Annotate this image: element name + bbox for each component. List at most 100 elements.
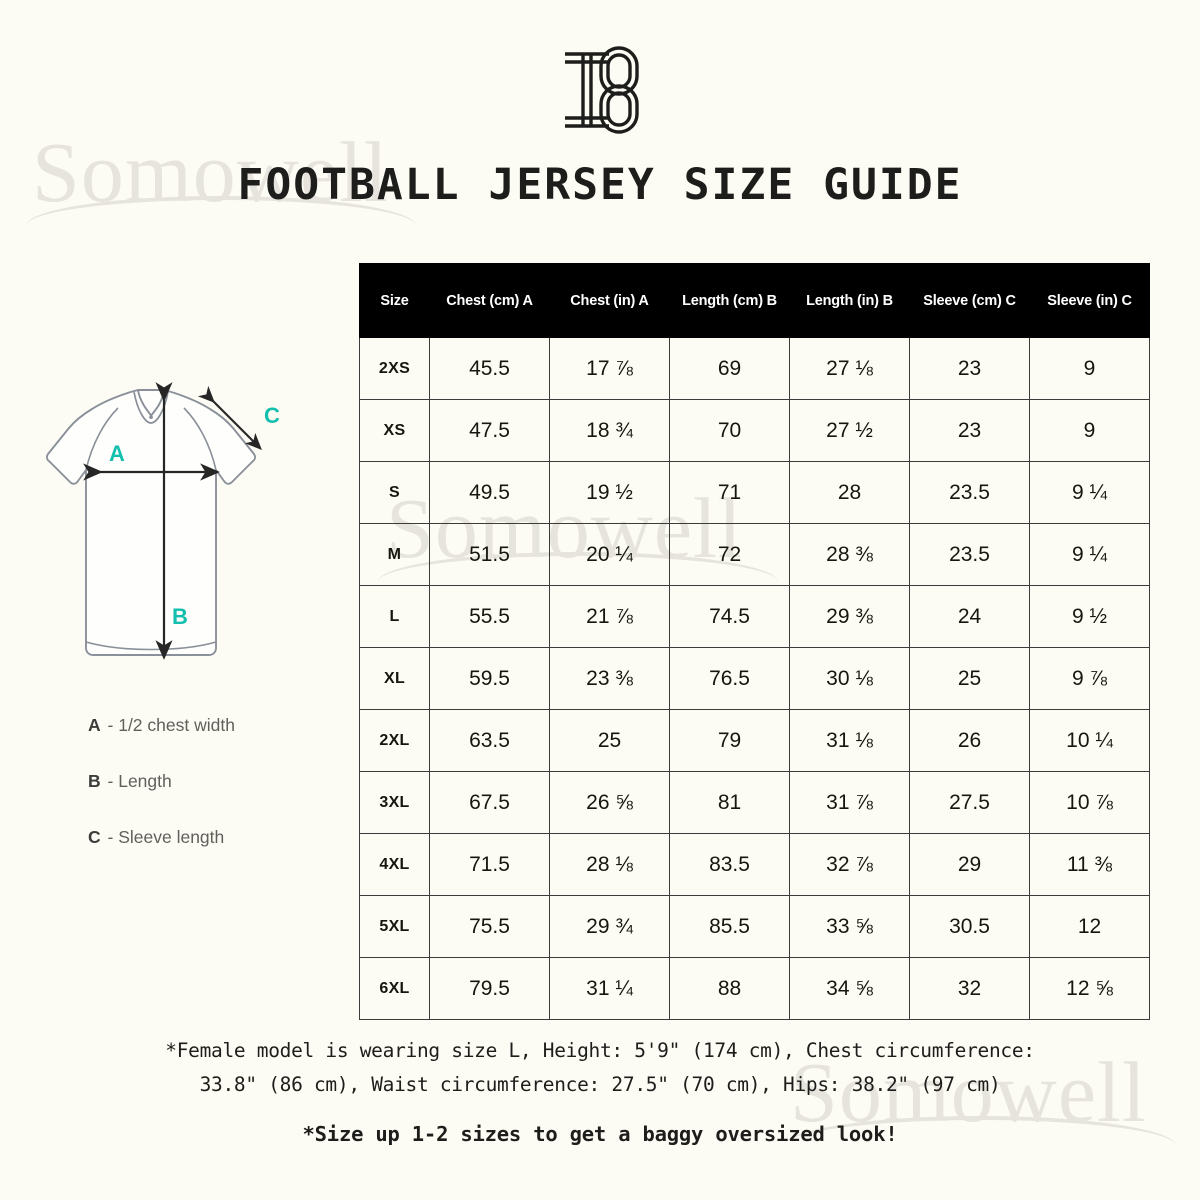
measurement-cell: 79: [669, 709, 790, 772]
measure-label-c: C: [264, 403, 280, 428]
measurement-cell: 23: [909, 337, 1030, 400]
column-header-length-cm: Length (cm) B: [669, 263, 790, 338]
measurement-cell: 24: [909, 585, 1030, 648]
measurement-cell: 32: [909, 957, 1030, 1020]
size-label-cell: XL: [359, 647, 430, 710]
measurement-cell: 76.5: [669, 647, 790, 710]
measurement-cell: 20 ¼: [549, 523, 670, 586]
measurement-cell: 25: [909, 647, 1030, 710]
measurement-cell: 69: [669, 337, 790, 400]
column-header-length-in: Length (in) B: [789, 263, 910, 338]
table-row: S 49.5 19 ½ 71 28 23.5 9 ¼: [359, 461, 1150, 524]
measurement-cell: 9: [1029, 399, 1150, 462]
measurement-cell: 10 ¼: [1029, 709, 1150, 772]
table-header-row: Size Chest (cm) A Chest (in) A Length (c…: [359, 263, 1150, 338]
model-note-line-1: *Female model is wearing size L, Height:…: [165, 1039, 1035, 1062]
column-header-size: Size: [359, 263, 430, 338]
size-label-cell: 6XL: [359, 957, 430, 1020]
monogram-i8-icon: [565, 46, 639, 134]
measurement-cell: 74.5: [669, 585, 790, 648]
measurement-cell: 67.5: [429, 771, 550, 834]
measurement-cell: 29 ⅜: [789, 585, 910, 648]
measurement-cell: 47.5: [429, 399, 550, 462]
measurement-cell: 49.5: [429, 461, 550, 524]
legend-item-c: C - Sleeve length: [88, 827, 368, 848]
table-row: 6XL 79.5 31 ¼ 88 34 ⅝ 32 12 ⅝: [359, 957, 1150, 1020]
measurement-cell: 29: [909, 833, 1030, 896]
measure-label-b: B: [172, 604, 188, 629]
legend-key-a: A: [88, 715, 101, 735]
measurement-cell: 9: [1029, 337, 1150, 400]
measurement-cell: 30 ⅛: [789, 647, 910, 710]
size-label-cell: 4XL: [359, 833, 430, 896]
measurement-cell: 31 ⅛: [789, 709, 910, 772]
measurement-cell: 31 ⅞: [789, 771, 910, 834]
table-row: 5XL 75.5 29 ¾ 85.5 33 ⅝ 30.5 12: [359, 895, 1150, 958]
measurement-cell: 63.5: [429, 709, 550, 772]
column-header-chest-cm: Chest (cm) A: [429, 263, 550, 338]
measurement-cell: 75.5: [429, 895, 550, 958]
measurement-cell: 28 ⅛: [549, 833, 670, 896]
measurement-cell: 28 ⅜: [789, 523, 910, 586]
table-row: 2XS 45.5 17 ⅞ 69 27 ⅛ 23 9: [359, 337, 1150, 400]
measurement-cell: 85.5: [669, 895, 790, 958]
measurement-cell: 27 ⅛: [789, 337, 910, 400]
measure-label-a: A: [109, 441, 125, 466]
measurement-cell: 9 ½: [1029, 585, 1150, 648]
size-label-cell: S: [359, 461, 430, 524]
table-row: M 51.5 20 ¼ 72 28 ⅜ 23.5 9 ¼: [359, 523, 1150, 586]
measurement-cell: 26 ⅝: [549, 771, 670, 834]
measurement-cell: 17 ⅞: [549, 337, 670, 400]
measurement-cell: 33 ⅝: [789, 895, 910, 958]
measurement-cell: 55.5: [429, 585, 550, 648]
table-row: 4XL 71.5 28 ⅛ 83.5 32 ⅞ 29 11 ⅜: [359, 833, 1150, 896]
measurement-cell: 88: [669, 957, 790, 1020]
legend-item-a: A - 1/2 chest width: [88, 715, 368, 736]
size-label-cell: 2XL: [359, 709, 430, 772]
table-body: 2XS 45.5 17 ⅞ 69 27 ⅛ 23 9 XS 47.5 18 ¾ 70 27 ½ 23 9 S…: [359, 337, 1150, 1020]
size-label-cell: 5XL: [359, 895, 430, 958]
brand-logo: [0, 44, 1200, 136]
model-note-line-2: 33.8" (86 cm), Waist circumference: 27.5…: [199, 1073, 1001, 1096]
measurement-cell: 30.5: [909, 895, 1030, 958]
measurement-cell: 83.5: [669, 833, 790, 896]
table-row: 2XL 63.5 25 79 31 ⅛ 26 10 ¼: [359, 709, 1150, 772]
measurement-cell: 9 ⅞: [1029, 647, 1150, 710]
tshirt-outline: [46, 389, 256, 656]
legend-text-b: - Length: [107, 771, 172, 791]
legend-item-b: B - Length: [88, 771, 368, 792]
size-label-cell: 2XS: [359, 337, 430, 400]
measure-arrow-c: [197, 385, 262, 450]
measurement-cell: 59.5: [429, 647, 550, 710]
measurement-cell: 19 ½: [549, 461, 670, 524]
measurement-cell: 21 ⅞: [549, 585, 670, 648]
size-label-cell: XS: [359, 399, 430, 462]
measurement-cell: 23: [909, 399, 1030, 462]
measurement-cell: 23 ⅜: [549, 647, 670, 710]
model-measurement-note: *Female model is wearing size L, Height:…: [60, 1034, 1140, 1102]
measurement-cell: 79.5: [429, 957, 550, 1020]
column-header-sleeve-cm: Sleeve (cm) C: [909, 263, 1030, 338]
legend-text-a: - 1/2 chest width: [107, 715, 235, 735]
table-row: XS 47.5 18 ¾ 70 27 ½ 23 9: [359, 399, 1150, 462]
size-chart-table: Size Chest (cm) A Chest (in) A Length (c…: [359, 263, 1150, 1020]
measurement-cell: 26: [909, 709, 1030, 772]
measurement-legend: A - 1/2 chest width B - Length C - Sleev…: [88, 715, 368, 883]
tshirt-diagram-svg: A B C: [46, 382, 280, 660]
measurement-cell: 10 ⅞: [1029, 771, 1150, 834]
measurement-cell: 18 ¾: [549, 399, 670, 462]
table-row: XL 59.5 23 ⅜ 76.5 30 ⅛ 25 9 ⅞: [359, 647, 1150, 710]
measurement-cell: 71: [669, 461, 790, 524]
size-label-cell: M: [359, 523, 430, 586]
measurement-cell: 29 ¾: [549, 895, 670, 958]
sizing-advice-note: *Size up 1-2 sizes to get a baggy oversi…: [302, 1122, 898, 1146]
measurement-cell: 12 ⅝: [1029, 957, 1150, 1020]
size-label-cell: 3XL: [359, 771, 430, 834]
measurement-cell: 27.5: [909, 771, 1030, 834]
column-header-sleeve-in: Sleeve (in) C: [1029, 263, 1150, 338]
page-title: FOOTBALL JERSEY SIZE GUIDE: [237, 160, 963, 210]
legend-key-c: C: [88, 827, 101, 847]
measurement-cell: 72: [669, 523, 790, 586]
measurement-cell: 51.5: [429, 523, 550, 586]
measurement-cell: 32 ⅞: [789, 833, 910, 896]
